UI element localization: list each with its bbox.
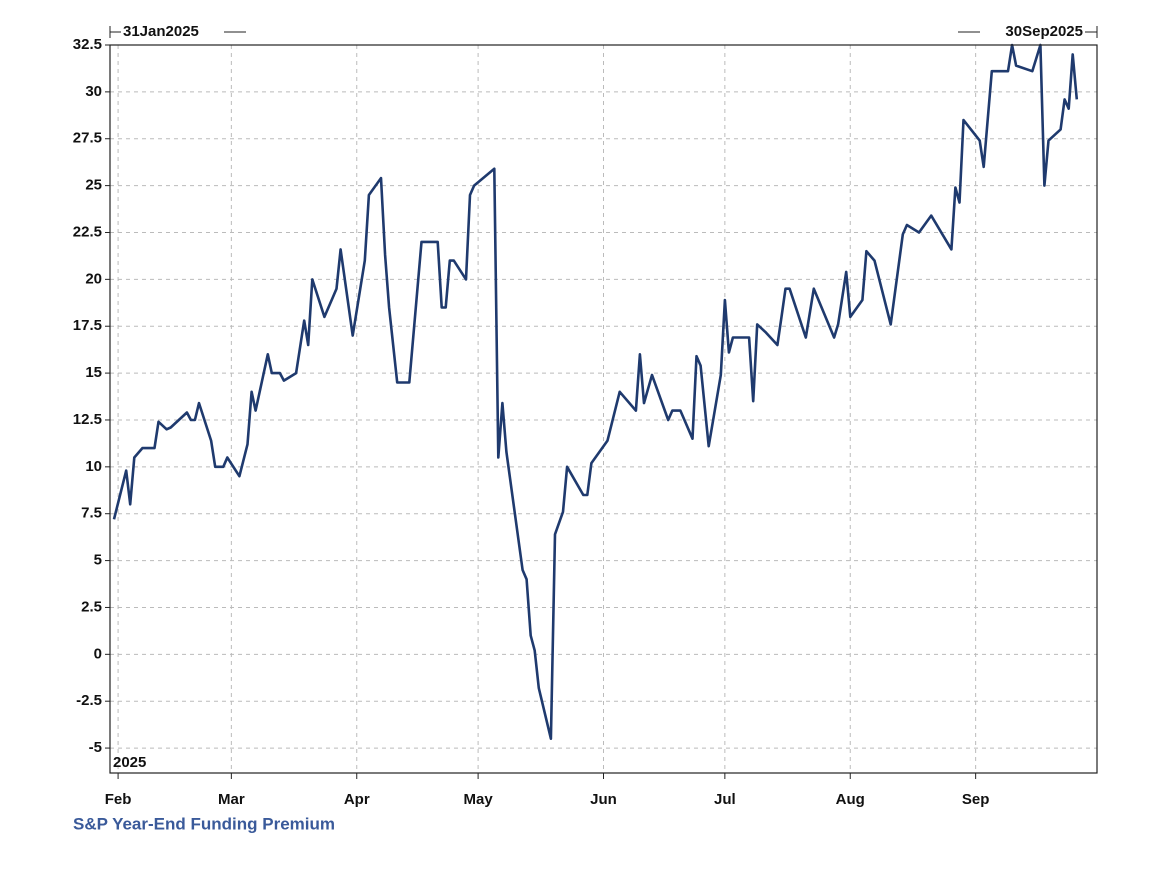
y-tick-label: 22.5 <box>73 223 102 240</box>
x-tick-label: Sep <box>962 791 990 808</box>
y-tick-label: -2.5 <box>76 692 102 709</box>
y-tick-label: 32.5 <box>73 36 102 53</box>
year-label: 2025 <box>113 754 146 771</box>
y-tick-label: 7.5 <box>81 505 102 522</box>
start-label: 31Jan2025 <box>123 23 199 40</box>
end-label: 30Sep2025 <box>1005 23 1083 40</box>
y-tick-label: 17.5 <box>73 317 102 334</box>
x-tick-label: Jun <box>590 791 617 808</box>
legend-label: S&P Year-End Funding Premium <box>73 814 335 833</box>
y-tick-label: 2.5 <box>81 598 102 615</box>
y-tick-label: -5 <box>89 739 102 756</box>
y-tick-label: 30 <box>85 83 102 100</box>
y-tick-label: 12.5 <box>73 411 102 428</box>
y-tick-label: 27.5 <box>73 130 102 147</box>
x-tick-label: Aug <box>836 791 865 808</box>
x-tick-label: May <box>464 791 494 808</box>
x-tick-label: Apr <box>344 791 370 808</box>
data-line <box>112 43 1079 740</box>
y-tick-label: 0 <box>94 645 102 662</box>
y-tick-label: 25 <box>85 177 102 194</box>
y-tick-label: 10 <box>85 458 102 475</box>
grid <box>110 44 1097 773</box>
y-tick-label: 20 <box>85 270 102 287</box>
x-tick-label: Feb <box>105 791 132 808</box>
y-tick-label: 15 <box>85 364 102 381</box>
y-tick-label: 5 <box>94 552 102 569</box>
lines <box>112 43 1079 740</box>
x-tick-label: Mar <box>218 791 245 808</box>
x-tick-label: Jul <box>714 791 736 808</box>
